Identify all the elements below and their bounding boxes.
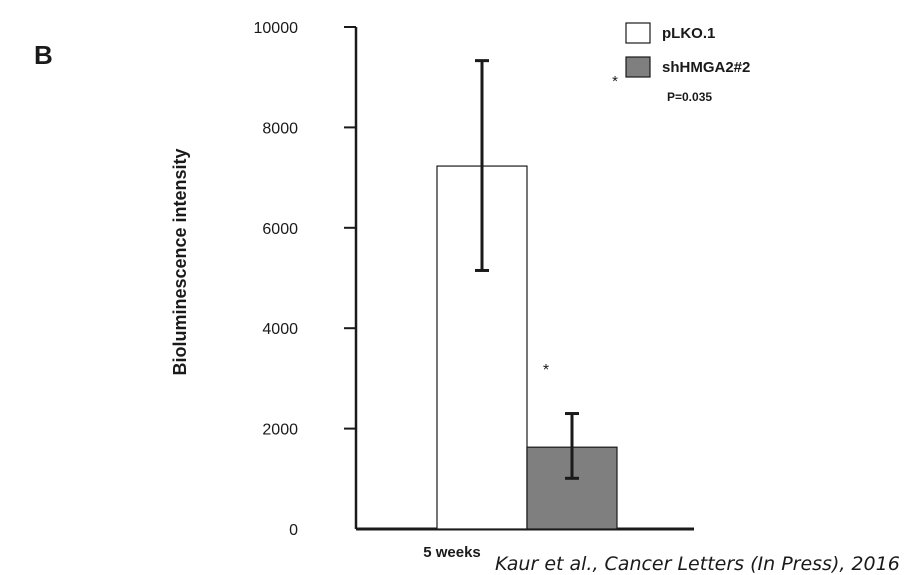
legend-swatch-pLKO.1 [625,22,651,44]
y-tick-label: 0 [289,522,298,539]
legend-swatch-shHMGA2#2 [625,56,651,78]
y-tick-label: 2000 [262,422,298,439]
legend-label-pLKO.1: pLKO.1 [662,25,715,42]
p-value-label: P=0.035 [667,90,712,104]
y-tick-label: 10000 [254,20,299,37]
citation-text: Kaur et al., Cancer Letters (In Press), … [495,553,900,575]
y-tick-label: 6000 [262,221,298,238]
y-tick-label: 8000 [262,120,298,137]
significance-asterisk: * [543,362,549,379]
bar-shHMGA2#2 [526,446,618,530]
legend-label-shHMGA2#2: shHMGA2#2 [662,59,750,76]
y-tick-label: 4000 [262,321,298,338]
legend-asterisk: * [612,73,618,90]
x-category-label: 5 weeks [423,544,481,561]
panel-label: B [34,40,53,70]
y-axis-title: Bioluminescence intensity [170,148,190,375]
